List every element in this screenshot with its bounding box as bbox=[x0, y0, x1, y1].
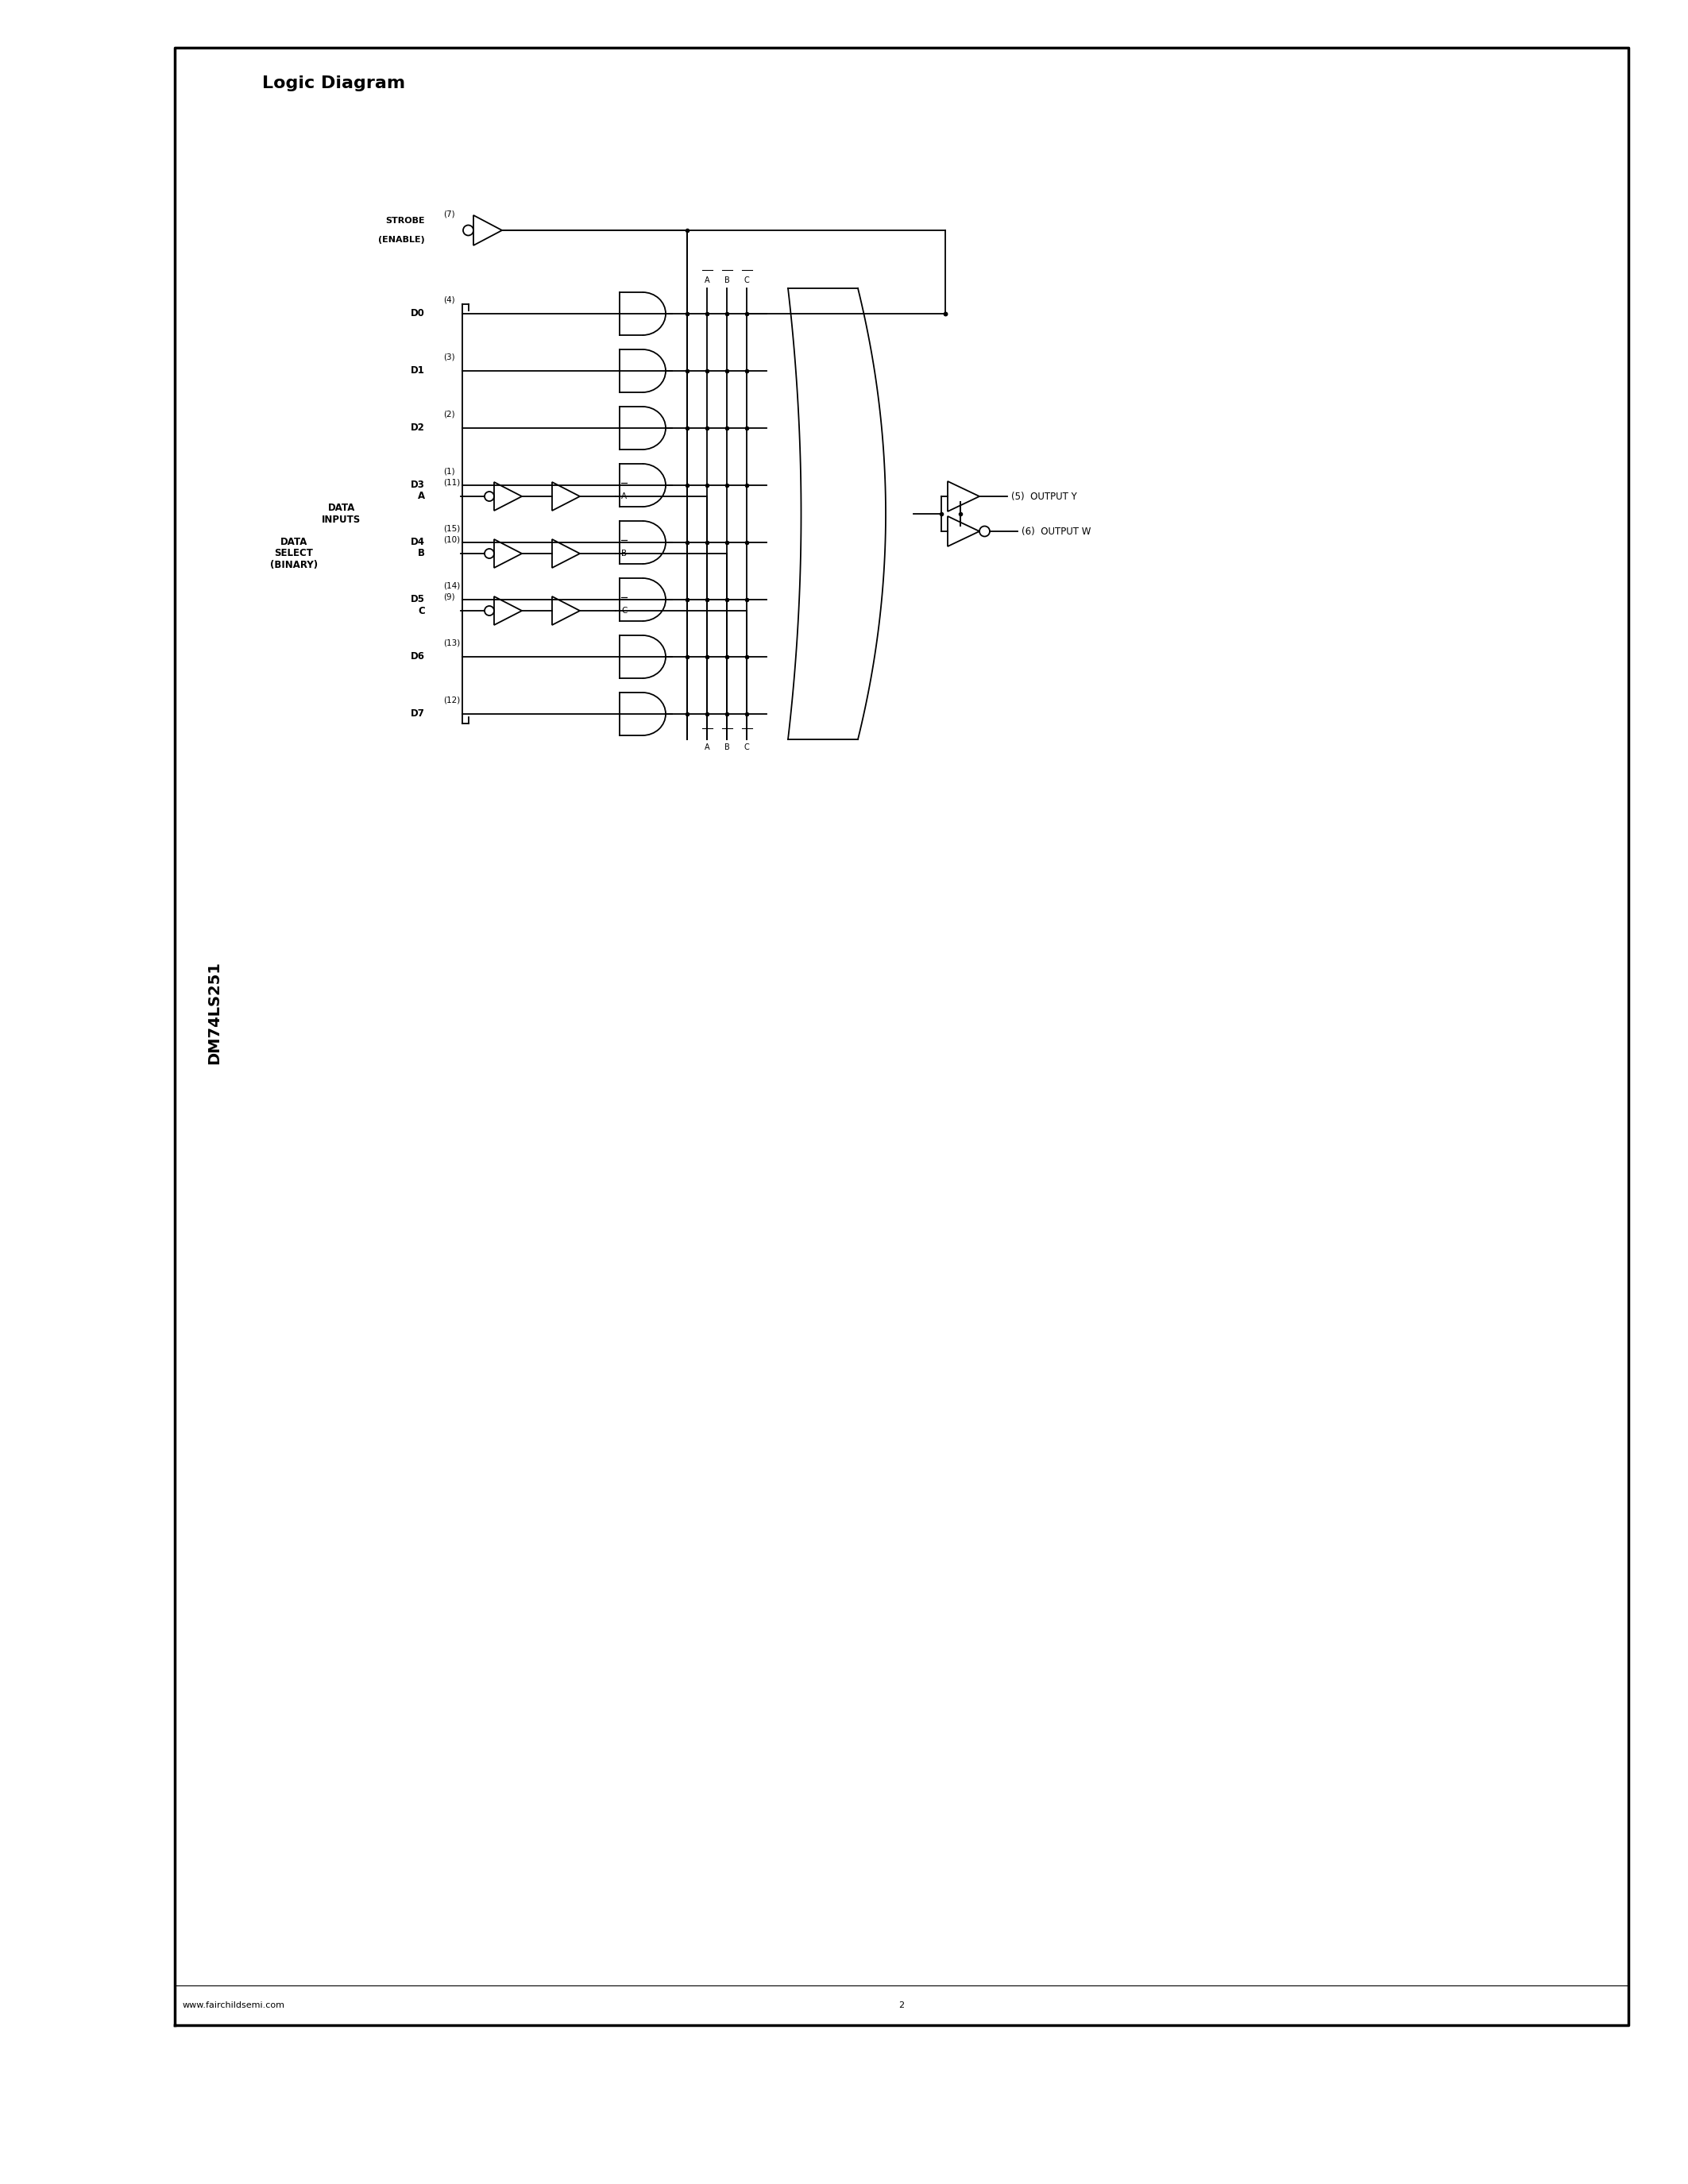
Text: B: B bbox=[419, 548, 425, 559]
Text: (4): (4) bbox=[444, 297, 454, 304]
Text: B: B bbox=[724, 743, 729, 751]
Text: (6)  OUTPUT W: (6) OUTPUT W bbox=[1021, 526, 1090, 537]
Text: www.fairchildsemi.com: www.fairchildsemi.com bbox=[182, 2001, 285, 2009]
Text: C: C bbox=[744, 743, 749, 751]
Text: A: A bbox=[621, 491, 626, 500]
Text: C: C bbox=[419, 605, 425, 616]
Text: (15): (15) bbox=[444, 524, 461, 533]
Text: D0: D0 bbox=[410, 308, 425, 319]
Text: DATA
INPUTS: DATA INPUTS bbox=[322, 502, 361, 524]
Text: (3): (3) bbox=[444, 354, 454, 360]
Text: A: A bbox=[704, 743, 709, 751]
Text: (11): (11) bbox=[444, 478, 461, 487]
Text: (1): (1) bbox=[444, 467, 454, 476]
Text: DM74LS251: DM74LS251 bbox=[208, 961, 223, 1064]
Text: D2: D2 bbox=[410, 424, 425, 432]
Text: (9): (9) bbox=[444, 594, 454, 601]
Text: D6: D6 bbox=[410, 651, 425, 662]
Text: A: A bbox=[417, 491, 425, 502]
Text: D4: D4 bbox=[410, 537, 425, 548]
Text: (2): (2) bbox=[444, 411, 454, 419]
Text: B: B bbox=[724, 277, 729, 284]
Text: (7): (7) bbox=[444, 210, 454, 218]
Text: STROBE: STROBE bbox=[385, 216, 425, 225]
Text: C: C bbox=[621, 607, 626, 614]
Text: 2: 2 bbox=[898, 2001, 905, 2009]
Text: B: B bbox=[621, 550, 626, 557]
Text: (10): (10) bbox=[444, 535, 461, 544]
Text: (13): (13) bbox=[444, 640, 461, 646]
Text: D7: D7 bbox=[410, 710, 425, 719]
Text: D1: D1 bbox=[410, 365, 425, 376]
Text: C: C bbox=[744, 277, 749, 284]
Text: (14): (14) bbox=[444, 583, 461, 590]
Text: (ENABLE): (ENABLE) bbox=[378, 236, 425, 245]
Text: D3: D3 bbox=[410, 480, 425, 491]
Text: Logic Diagram: Logic Diagram bbox=[262, 76, 405, 92]
Text: DATA
SELECT
(BINARY): DATA SELECT (BINARY) bbox=[270, 537, 317, 570]
Text: A: A bbox=[704, 277, 709, 284]
Text: (12): (12) bbox=[444, 697, 461, 705]
Text: (5)  OUTPUT Y: (5) OUTPUT Y bbox=[1011, 491, 1077, 502]
Text: D5: D5 bbox=[410, 594, 425, 605]
